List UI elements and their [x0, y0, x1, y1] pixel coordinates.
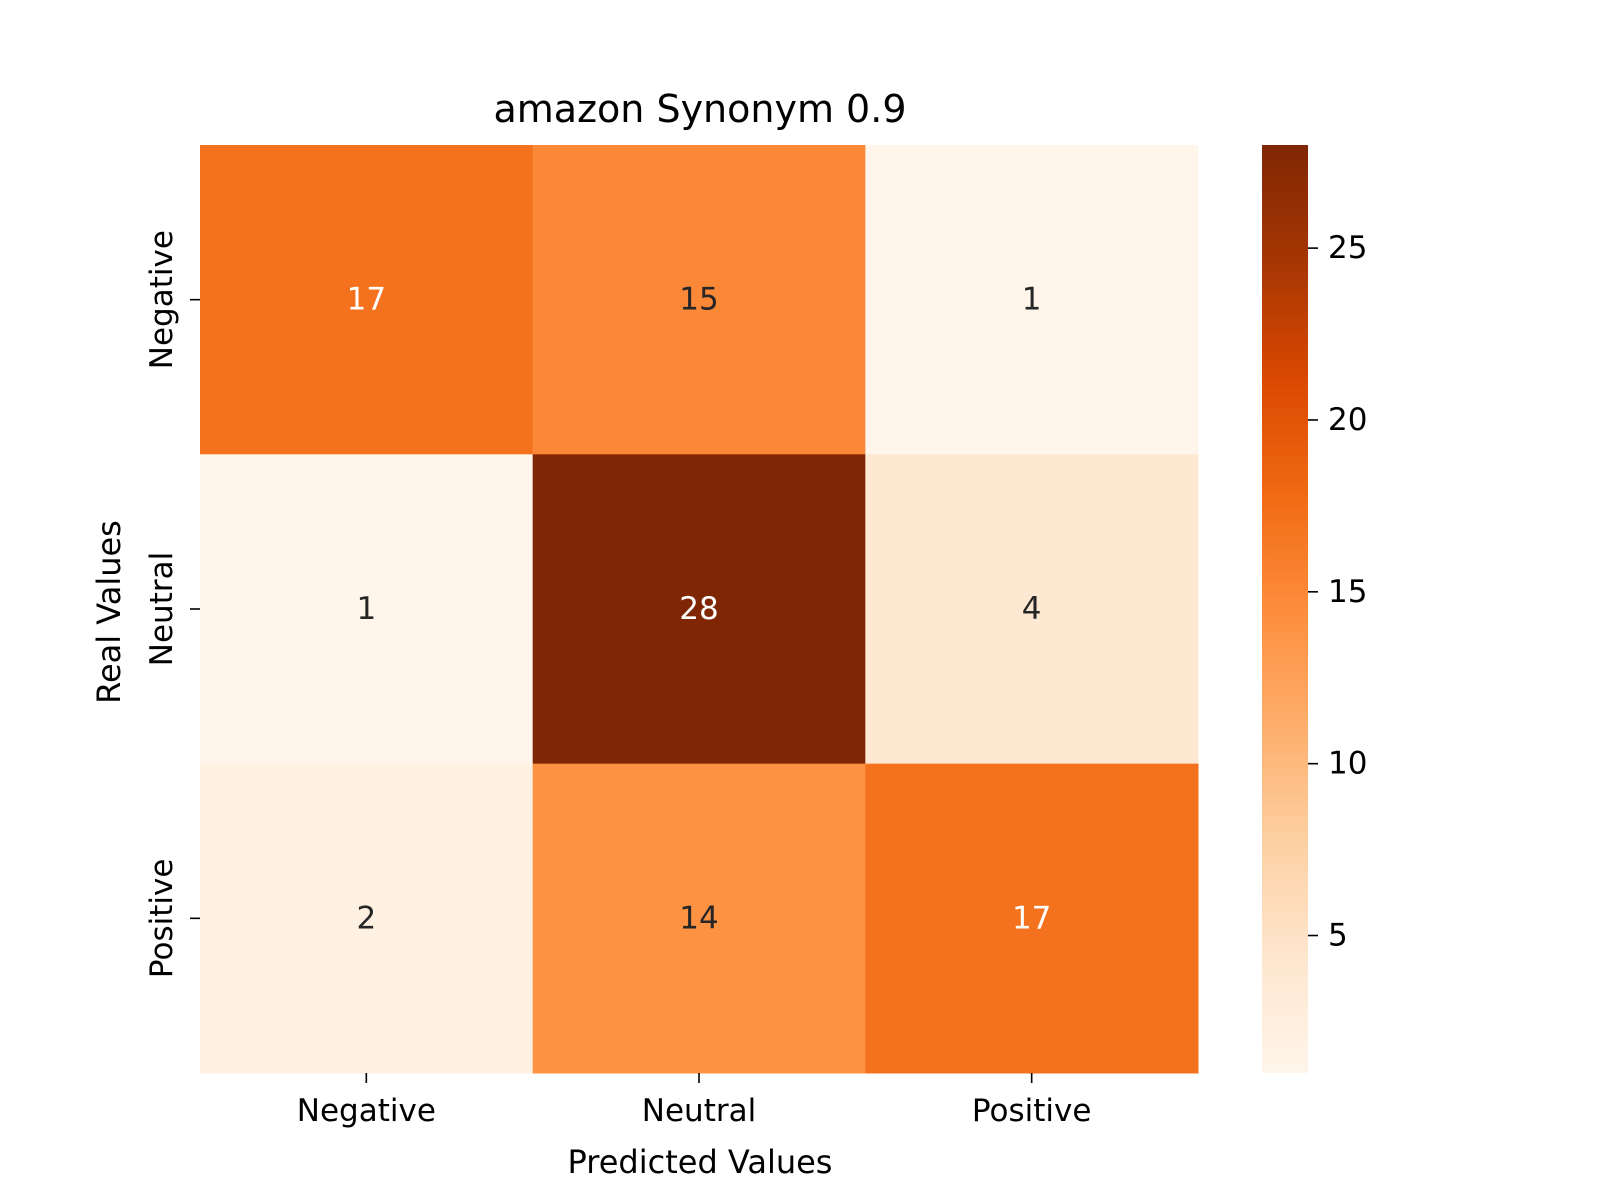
cell-value-label: 28 — [679, 591, 718, 627]
colorbar — [1262, 145, 1308, 1073]
x-tick-label: Neutral — [642, 1093, 756, 1129]
colorbar-tick-label: 25 — [1328, 230, 1367, 266]
cell-value-label: 17 — [347, 282, 386, 318]
heatmap-cell — [865, 454, 1199, 765]
y-axis-ticks: Negative Neutral Positive — [144, 230, 200, 978]
heatmap-cell — [200, 145, 534, 455]
cell-value-label: 14 — [679, 900, 718, 936]
heatmap-cell — [200, 763, 534, 1074]
colorbar-tick-label: 10 — [1328, 746, 1367, 782]
cell-value-label: 1 — [356, 591, 376, 627]
colorbar-tick-label: 5 — [1328, 918, 1348, 954]
heatmap-cell — [865, 763, 1199, 1074]
x-tick-label: Negative — [297, 1093, 436, 1129]
x-axis-ticks: Negative Neutral Positive — [297, 1073, 1092, 1129]
x-axis-label: Predicted Values — [568, 1143, 833, 1181]
y-tick-label: Negative — [144, 230, 180, 369]
cell-value-label: 2 — [356, 900, 376, 936]
colorbar-ticks: 5 10 15 20 25 — [1308, 230, 1367, 954]
y-axis-label: Real Values — [90, 520, 128, 704]
y-tick-label: Neutral — [144, 552, 180, 666]
heatmap-cell — [200, 454, 534, 765]
heatmap-cells: 17 15 1 1 28 4 2 14 17 — [200, 145, 1199, 1074]
colorbar-tick-label: 15 — [1328, 574, 1367, 610]
x-tick-label: Positive — [972, 1093, 1092, 1129]
y-tick-label: Positive — [144, 859, 180, 979]
heatmap-cell — [532, 454, 866, 765]
heatmap-cell — [532, 763, 866, 1074]
cell-value-label: 15 — [679, 282, 718, 318]
heatmap-cell — [865, 145, 1199, 455]
chart-title: amazon Synonym 0.9 — [494, 87, 907, 131]
cell-value-label: 4 — [1022, 591, 1042, 627]
colorbar-tick-label: 20 — [1328, 402, 1367, 438]
cell-value-label: 1 — [1022, 282, 1042, 318]
cell-value-label: 17 — [1012, 900, 1051, 936]
heatmap-cell — [532, 145, 866, 455]
